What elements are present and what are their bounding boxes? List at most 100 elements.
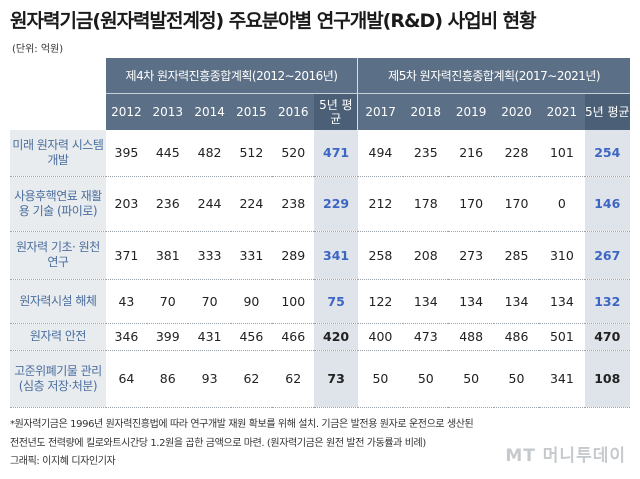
value-cell: 482 xyxy=(188,130,231,177)
value-cell: 50 xyxy=(403,350,449,408)
value-cell: 178 xyxy=(403,176,449,232)
year-header: 2020 xyxy=(493,93,540,130)
year-header: 2012 xyxy=(105,93,148,130)
value-cell: 228 xyxy=(493,130,540,177)
row-label: 고준위폐기물 관리(심층 저장·처분) xyxy=(10,350,106,408)
value-cell: 494 xyxy=(357,130,404,177)
value-cell: 50 xyxy=(448,350,494,408)
value-cell: 466 xyxy=(272,323,315,351)
year-header: 2016 xyxy=(272,93,315,130)
value-cell: 285 xyxy=(493,231,540,280)
average-header: 5년 평균 xyxy=(584,93,630,130)
value-cell: 273 xyxy=(448,231,494,280)
value-cell: 486 xyxy=(493,323,540,351)
value-cell: 64 xyxy=(105,350,148,408)
row-label: 미래 원자력 시스템 개발 xyxy=(10,130,106,177)
average-cell: 132 xyxy=(584,279,630,324)
row-label: 원자력 안전 xyxy=(10,323,106,351)
value-cell: 70 xyxy=(147,279,189,324)
value-cell: 400 xyxy=(357,323,404,351)
publisher-logo: MT 머니투데이 xyxy=(505,446,626,466)
value-cell: 258 xyxy=(357,231,404,280)
average-cell: 75 xyxy=(314,279,358,324)
value-cell: 431 xyxy=(188,323,231,351)
value-cell: 50 xyxy=(357,350,404,408)
value-cell: 224 xyxy=(230,176,273,232)
value-cell: 212 xyxy=(357,176,404,232)
average-cell: 420 xyxy=(314,323,358,351)
value-cell: 456 xyxy=(230,323,273,351)
period-5th-header: 제5차 원자력진흥종합계획(2017∼2021년) xyxy=(357,58,630,94)
value-cell: 90 xyxy=(230,279,273,324)
year-header: 2014 xyxy=(188,93,231,130)
value-cell: 236 xyxy=(147,176,189,232)
value-cell: 341 xyxy=(539,350,585,408)
footnote: *원자력기금은 1996년 원자력진흥법에 따라 연구개발 재원 확보를 위해 … xyxy=(10,416,630,472)
value-cell: 331 xyxy=(230,231,273,280)
value-cell: 170 xyxy=(493,176,540,232)
unit-note: (단위: 억원) xyxy=(12,44,64,55)
value-cell: 238 xyxy=(272,176,315,232)
footnote-line: 전전년도 전력량에 킬로와트시간당 1.2원을 곱한 금액으로 마련. (원자력… xyxy=(10,437,426,449)
value-cell: 473 xyxy=(403,323,449,351)
value-cell: 93 xyxy=(188,350,231,408)
table-row: 미래 원자력 시스템 개발 395 445 482 512 520 471 494 235 216… xyxy=(10,130,630,177)
value-cell: 134 xyxy=(493,279,540,324)
table-row: 원자력 안전 346 399 431 456 466 420 400 473 488 486 501 4… xyxy=(10,323,630,351)
row-label: 원자력시설 해체 xyxy=(10,279,106,324)
value-cell: 134 xyxy=(448,279,494,324)
average-cell: 108 xyxy=(584,350,630,408)
year-header: 2019 xyxy=(448,93,494,130)
value-cell: 0 xyxy=(539,176,585,232)
table-row: 사용후핵연료 재활용 기술 (파이로) 203 236 244 224 238 229 212… xyxy=(10,176,630,232)
value-cell: 310 xyxy=(539,231,585,280)
average-cell: 470 xyxy=(584,323,630,351)
value-cell: 395 xyxy=(105,130,148,177)
table-row: 원자력시설 해체 43 70 70 90 100 75 122 134 134 134 134 132 xyxy=(10,279,630,324)
average-cell: 229 xyxy=(314,176,358,232)
table-row: 고준위폐기물 관리(심층 저장·처분) 64 86 93 62 62 73 50 50 50 50 3… xyxy=(10,350,630,408)
average-cell: 254 xyxy=(584,130,630,177)
value-cell: 445 xyxy=(147,130,189,177)
value-cell: 101 xyxy=(539,130,585,177)
value-cell: 86 xyxy=(147,350,189,408)
value-cell: 134 xyxy=(539,279,585,324)
value-cell: 333 xyxy=(188,231,231,280)
period-4th-header: 제4차 원자력진흥종합계획(2012∼2016년) xyxy=(105,58,359,94)
average-cell: 267 xyxy=(584,231,630,280)
value-cell: 501 xyxy=(539,323,585,351)
average-cell: 146 xyxy=(584,176,630,232)
value-cell: 122 xyxy=(357,279,404,324)
value-cell: 62 xyxy=(230,350,273,408)
value-cell: 203 xyxy=(105,176,148,232)
year-header: 2021 xyxy=(539,93,585,130)
table-row: 원자력 기초· 원천 연구 371 381 333 331 289 341 258 208 273… xyxy=(10,231,630,280)
year-header: 2013 xyxy=(147,93,189,130)
value-cell: 488 xyxy=(448,323,494,351)
value-cell: 70 xyxy=(188,279,231,324)
graphic-credit: 그래픽: 이지혜 디자인기자 xyxy=(10,456,116,467)
average-cell: 471 xyxy=(314,130,358,177)
value-cell: 134 xyxy=(403,279,449,324)
average-cell: 73 xyxy=(314,350,358,408)
value-cell: 43 xyxy=(105,279,148,324)
value-cell: 170 xyxy=(448,176,494,232)
corner-cell xyxy=(10,58,106,94)
value-cell: 235 xyxy=(403,130,449,177)
value-cell: 208 xyxy=(403,231,449,280)
value-cell: 244 xyxy=(188,176,231,232)
row-label: 사용후핵연료 재활용 기술 (파이로) xyxy=(10,176,106,232)
value-cell: 512 xyxy=(230,130,273,177)
value-cell: 371 xyxy=(105,231,148,280)
value-cell: 62 xyxy=(272,350,315,408)
footnote-line: *원자력기금은 1996년 원자력진흥법에 따라 연구개발 재원 확보를 위해 … xyxy=(10,419,474,430)
value-cell: 216 xyxy=(448,130,494,177)
average-header: 5년 평균 xyxy=(314,93,359,130)
rd-budget-table: 제4차 원자력진흥종합계획(2012∼2016년) 제5차 원자력진흥종합계획(… xyxy=(10,58,630,408)
value-cell: 100 xyxy=(272,279,315,324)
corner-cell xyxy=(10,93,106,130)
row-label: 원자력 기초· 원천 연구 xyxy=(10,231,106,280)
year-header: 2017 xyxy=(357,93,404,130)
page-title: 원자력기금(원자력발전계정) 주요분야별 연구개발(R&D) 사업비 현황 xyxy=(10,10,537,32)
value-cell: 346 xyxy=(105,323,148,351)
